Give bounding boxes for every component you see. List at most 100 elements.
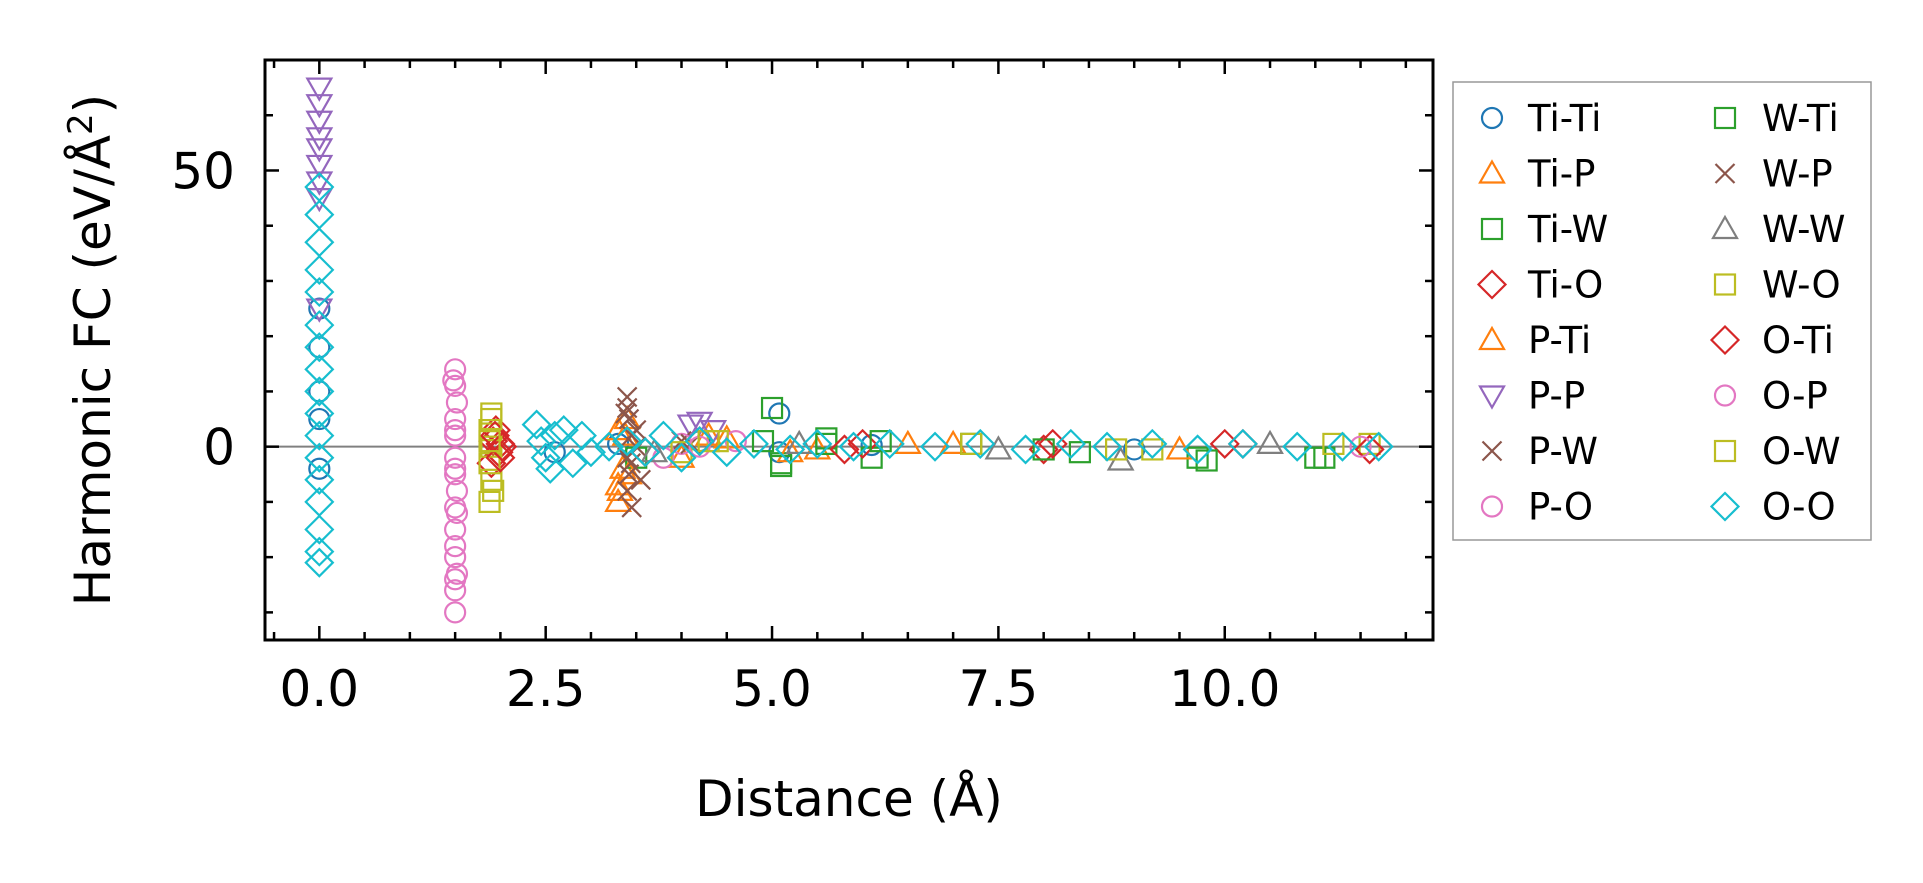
data-point xyxy=(444,418,467,442)
data-point xyxy=(444,534,467,558)
data-point xyxy=(1141,438,1164,461)
legend-label: P-O xyxy=(1528,486,1593,529)
data-point xyxy=(685,411,714,437)
legend-entry-w-p: W-P xyxy=(1714,153,1833,196)
data-points-layer xyxy=(304,77,1394,624)
data-point xyxy=(612,426,643,457)
y-axis-title-end: ) xyxy=(64,94,122,114)
data-point xyxy=(304,536,335,567)
legend-marker xyxy=(1480,106,1504,130)
data-point xyxy=(965,428,996,459)
data-point xyxy=(1068,441,1091,464)
data-point xyxy=(526,426,557,457)
legend-marker xyxy=(1713,273,1737,296)
data-point xyxy=(478,452,501,475)
legend-marker xyxy=(1478,159,1506,184)
legend-label: W-Ti xyxy=(1762,97,1839,140)
series-o-p xyxy=(442,369,1372,591)
data-point xyxy=(444,518,467,541)
data-point xyxy=(618,408,640,430)
legend-marker xyxy=(1711,214,1739,240)
data-point xyxy=(594,431,625,462)
data-point xyxy=(919,431,951,462)
x-tick-label: 7.5 xyxy=(959,660,1039,718)
data-point xyxy=(539,420,570,451)
data-point xyxy=(445,391,469,414)
data-point xyxy=(838,431,869,462)
data-point xyxy=(444,407,467,431)
data-point xyxy=(751,430,775,453)
data-point xyxy=(1137,428,1168,459)
data-point xyxy=(1304,446,1327,469)
legend-frame xyxy=(1452,81,1872,541)
data-point xyxy=(530,442,561,473)
data-point xyxy=(640,437,669,463)
legend-entry-ti-o: Ti-O xyxy=(1476,264,1603,307)
data-point xyxy=(1327,431,1358,462)
legend-marker xyxy=(1478,325,1506,351)
data-point xyxy=(1055,428,1086,459)
data-point xyxy=(308,407,331,431)
data-point xyxy=(1256,429,1284,455)
data-point xyxy=(616,386,638,408)
data-point xyxy=(304,354,335,385)
data-point xyxy=(1227,428,1258,459)
legend-label: W-O xyxy=(1762,264,1841,307)
data-point xyxy=(615,403,636,424)
legend-label: O-P xyxy=(1762,375,1828,418)
legend-entry-o-w: O-W xyxy=(1713,430,1841,473)
data-point xyxy=(521,409,552,440)
data-point xyxy=(1322,432,1345,456)
data-point xyxy=(829,434,860,465)
data-point xyxy=(445,501,469,525)
data-point xyxy=(1010,434,1041,465)
y-axis-title-main: Harmonic FC (eV/Å xyxy=(64,135,122,606)
data-point xyxy=(305,154,334,180)
data-point xyxy=(304,514,335,545)
data-point xyxy=(305,110,334,135)
data-point xyxy=(444,457,467,480)
data-point xyxy=(444,568,467,591)
legend-entry-w-o: W-O xyxy=(1713,264,1841,307)
legend-label: Ti-O xyxy=(1527,264,1603,307)
legend-entry-w-w: W-W xyxy=(1711,208,1846,251)
legend-label: Ti-P xyxy=(1527,153,1595,196)
data-point xyxy=(874,428,905,459)
data-point xyxy=(666,442,697,473)
data-point xyxy=(304,332,335,363)
data-point xyxy=(557,448,588,479)
data-point xyxy=(304,547,335,578)
data-point xyxy=(869,430,892,453)
data-point xyxy=(802,428,833,459)
data-point xyxy=(304,199,335,230)
data-point xyxy=(442,369,465,392)
data-point xyxy=(304,254,335,285)
data-point xyxy=(482,479,505,502)
data-point xyxy=(480,407,503,431)
x-tick-label: 0.0 xyxy=(280,660,360,718)
data-point xyxy=(444,358,467,381)
legend-label: W-P xyxy=(1762,153,1833,196)
data-point xyxy=(444,546,467,569)
legend-entry-ti-ti: Ti-Ti xyxy=(1480,97,1601,140)
data-point xyxy=(893,429,922,455)
series-p-p xyxy=(305,77,728,445)
legend-marker xyxy=(1714,163,1736,184)
legend-entry-o-o: O-O xyxy=(1709,486,1836,529)
data-point xyxy=(444,463,467,486)
data-point xyxy=(575,437,607,468)
data-point xyxy=(697,430,720,453)
legend-label: P-Ti xyxy=(1528,319,1591,362)
x-tick-label: 10.0 xyxy=(1169,660,1280,718)
data-point xyxy=(1227,428,1258,459)
legend-marker xyxy=(1713,439,1737,463)
legend-marker xyxy=(1713,106,1737,130)
y-tick-label: 50 xyxy=(171,142,235,200)
data-point xyxy=(984,435,1013,460)
data-point xyxy=(1091,431,1123,462)
data-point xyxy=(621,497,642,518)
data-point xyxy=(648,420,679,451)
data-point xyxy=(769,454,793,478)
legend-label: W-W xyxy=(1762,208,1846,251)
